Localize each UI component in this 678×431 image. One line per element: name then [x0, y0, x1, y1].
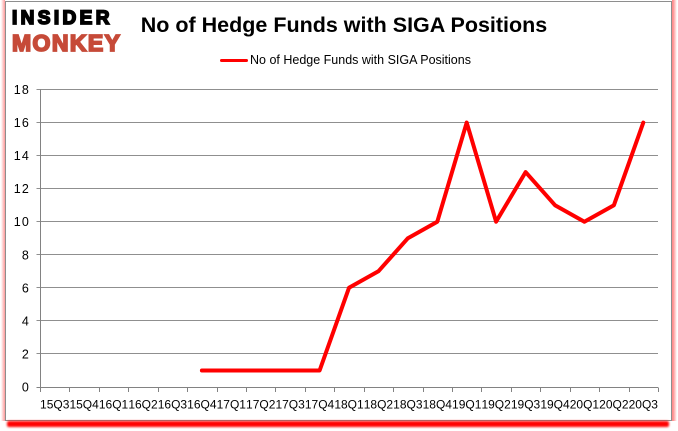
svg-text:0: 0	[22, 381, 30, 395]
svg-text:2: 2	[22, 347, 30, 361]
svg-text:17Q2: 17Q2	[246, 398, 276, 412]
svg-text:18Q1: 18Q1	[334, 398, 364, 412]
svg-text:18: 18	[14, 83, 30, 97]
svg-text:20Q1: 20Q1	[570, 398, 600, 412]
svg-text:16Q4: 16Q4	[187, 398, 217, 412]
svg-text:19Q4: 19Q4	[540, 398, 570, 412]
svg-text:17Q1: 17Q1	[217, 398, 247, 412]
svg-text:16: 16	[14, 116, 30, 130]
svg-text:15Q4: 15Q4	[69, 398, 99, 412]
svg-text:18Q3: 18Q3	[393, 398, 423, 412]
svg-text:19Q2: 19Q2	[481, 398, 511, 412]
svg-text:20Q3: 20Q3	[629, 398, 659, 412]
svg-text:16Q2: 16Q2	[128, 398, 158, 412]
svg-text:17Q4: 17Q4	[305, 398, 335, 412]
svg-text:15Q3: 15Q3	[40, 398, 70, 412]
svg-text:16Q1: 16Q1	[99, 398, 129, 412]
svg-text:4: 4	[22, 314, 30, 328]
svg-text:6: 6	[22, 281, 30, 295]
svg-text:17Q3: 17Q3	[275, 398, 305, 412]
svg-text:19Q1: 19Q1	[452, 398, 482, 412]
svg-text:10: 10	[14, 215, 30, 229]
svg-text:20Q2: 20Q2	[599, 398, 629, 412]
svg-text:18Q2: 18Q2	[364, 398, 394, 412]
svg-text:18Q4: 18Q4	[423, 398, 453, 412]
svg-text:14: 14	[14, 149, 30, 163]
svg-text:19Q3: 19Q3	[511, 398, 541, 412]
svg-text:16Q3: 16Q3	[158, 398, 188, 412]
svg-text:8: 8	[22, 248, 30, 262]
svg-text:12: 12	[14, 182, 30, 196]
